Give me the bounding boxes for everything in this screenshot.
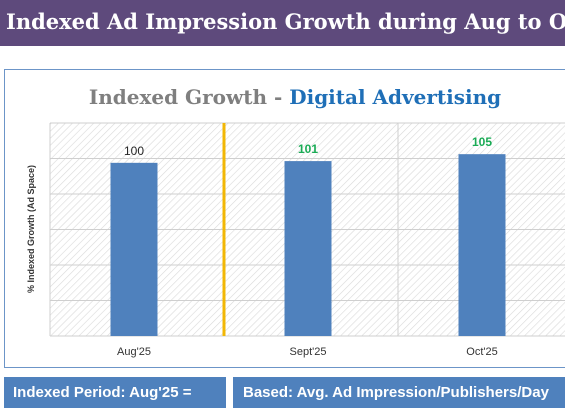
- category-label-2: Oct'25: [466, 346, 497, 358]
- chart-title: Indexed Growth - Digital Advertising: [89, 85, 501, 109]
- data-label-2: 105: [472, 135, 492, 149]
- data-labels: 100 101 105: [124, 135, 492, 158]
- title-banner: Indexed Ad Impression Growth during Aug …: [0, 0, 565, 46]
- data-label-1: 101: [298, 142, 318, 156]
- chart-title-part-2: Digital Advertising: [289, 85, 501, 109]
- based-on-text: Based: Avg. Ad Impression/Publishers/Day: [243, 384, 549, 401]
- based-on-box: Based: Avg. Ad Impression/Publishers/Day: [233, 377, 565, 408]
- bar-series: [110, 154, 506, 336]
- category-axis-labels: Aug'25 Sept'25 Oct'25: [117, 346, 498, 358]
- indexed-period-text: Indexed Period: Aug'25 =: [13, 384, 192, 401]
- category-label-0: Aug'25: [117, 346, 151, 358]
- chart-frame: Indexed Growth - Digital Advertising 100…: [4, 69, 565, 368]
- chart-title-separator: -: [267, 85, 289, 109]
- bar-chart: Indexed Growth - Digital Advertising 100…: [26, 85, 565, 358]
- y-axis-label: % Indexed Growth (Ad Space): [26, 165, 36, 293]
- category-label-1: Sept'25: [290, 346, 327, 358]
- bar-2: [458, 154, 506, 336]
- data-label-0: 100: [124, 144, 144, 158]
- page-title: Indexed Ad Impression Growth during Aug …: [6, 9, 565, 34]
- bar-0: [110, 162, 158, 336]
- bar-1: [284, 161, 332, 336]
- chart-title-part-1: Indexed Growth: [89, 85, 268, 109]
- indexed-period-box: Indexed Period: Aug'25 =: [4, 377, 226, 408]
